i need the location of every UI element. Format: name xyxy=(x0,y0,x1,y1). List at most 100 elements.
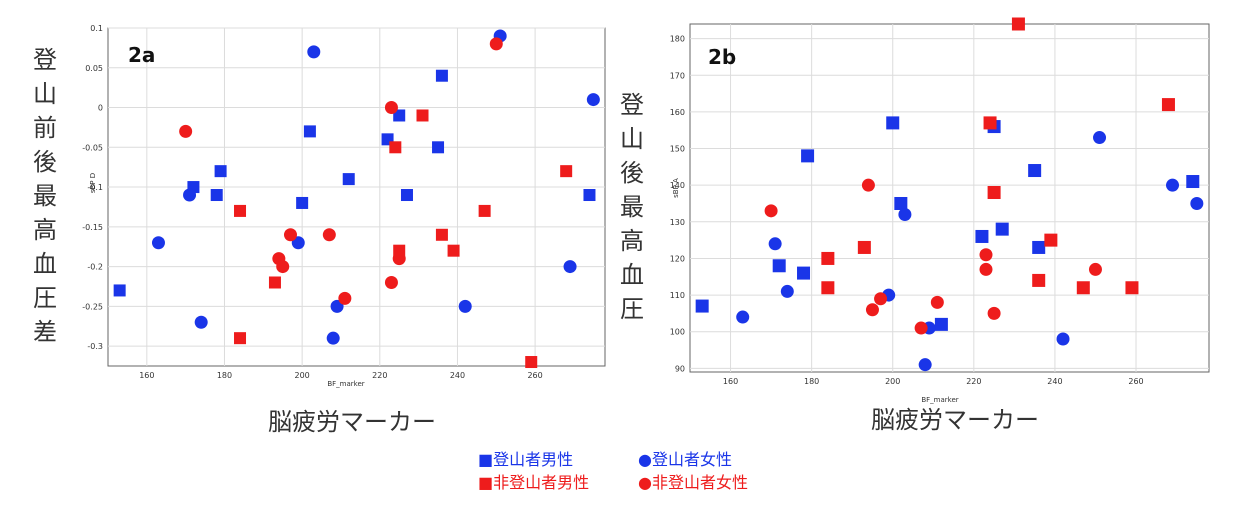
y-tick-label-2a-6: -0.2 xyxy=(87,263,103,272)
point-2a-s3-3 xyxy=(283,228,297,242)
ticks-2b: 160 180 200 220 240 260 180 170 160 150 140 130 120 1… xyxy=(670,35,1144,386)
point-2b-s3-5 xyxy=(930,295,944,309)
point-2b-s2-0 xyxy=(821,251,835,265)
legend-non-climber-female: ●非登山者女性 xyxy=(638,473,748,492)
big-ylabel-2a: 登山前後最高血圧差 xyxy=(33,46,57,346)
point-2b-s0-4 xyxy=(886,116,900,130)
grid-2b xyxy=(690,24,1209,372)
points-2b xyxy=(695,17,1204,372)
chart-2a: 160 180 200 220 240 260 0.1 0.05 0 -0.05 -0.1 -0.15… xyxy=(33,24,606,436)
point-2a-s2-5 xyxy=(416,109,429,122)
point-2b-s0-7 xyxy=(975,229,989,243)
y-tick-label-2a-0: 0.1 xyxy=(90,24,103,33)
panel-label-2b: 2b xyxy=(708,45,736,69)
point-2b-s1-9 xyxy=(1166,178,1180,192)
point-2a-s0-10 xyxy=(432,141,445,154)
big-ylabel-2b: 登山後最高血圧 xyxy=(620,91,644,323)
point-2b-s1-5 xyxy=(918,358,932,372)
point-2a-s1-9 xyxy=(563,260,577,274)
point-2b-s3-1 xyxy=(861,178,875,192)
point-2a-s0-8 xyxy=(393,109,406,122)
point-2a-s2-9 xyxy=(525,356,538,369)
x-tick-label-2b-4: 240 xyxy=(1047,377,1062,386)
point-2a-s3-7 xyxy=(384,275,398,289)
point-2a-s1-4 xyxy=(307,45,321,59)
point-2b-s2-1 xyxy=(821,281,835,295)
point-2a-s2-2 xyxy=(268,276,281,289)
big-xlabel-2a: 脳疲労マーカー xyxy=(268,408,436,436)
point-2b-s0-11 xyxy=(1032,240,1046,254)
small-ylabel-2a: sBP D xyxy=(89,173,97,193)
x-tick-label-2b-2: 200 xyxy=(885,377,900,386)
point-2b-s0-5 xyxy=(894,196,908,210)
point-2b-s0-2 xyxy=(797,266,811,280)
x-tick-label-2a-3: 220 xyxy=(372,371,387,380)
small-ylabel-2b: sBP A xyxy=(672,178,680,198)
point-2b-s1-2 xyxy=(780,284,794,298)
point-2a-s0-11 xyxy=(435,69,448,82)
point-2a-s2-1 xyxy=(234,332,247,345)
point-2a-s0-4 xyxy=(296,196,309,209)
point-2a-s1-3 xyxy=(291,236,305,250)
point-2a-s1-6 xyxy=(330,299,344,313)
y-tick-label-2b-2: 160 xyxy=(670,108,685,117)
x-tick-label-2a-1: 180 xyxy=(217,371,232,380)
point-2a-s2-0 xyxy=(234,204,247,217)
point-2b-s2-9 xyxy=(1125,281,1139,295)
point-2b-s2-6 xyxy=(1032,273,1046,287)
point-2a-s2-10 xyxy=(560,165,573,178)
x-tick-label-2a-2: 200 xyxy=(295,371,310,380)
point-2b-s2-2 xyxy=(857,240,871,254)
y-tick-label-2b-3: 150 xyxy=(670,145,685,154)
point-2b-s3-4 xyxy=(914,321,928,335)
y-tick-label-2b-9: 90 xyxy=(675,364,685,373)
x-tick-label-2b-0: 160 xyxy=(723,377,738,386)
point-2a-s2-8 xyxy=(478,204,491,217)
point-2a-s2-6 xyxy=(435,228,448,241)
point-2b-s1-1 xyxy=(768,237,782,251)
y-tick-label-2a-5: -0.15 xyxy=(82,223,103,232)
point-2b-s1-0 xyxy=(736,310,750,324)
legend-climber-female: ●登山者女性 xyxy=(638,450,732,469)
legend-non-climber-male: ■非登山者男性 xyxy=(478,473,589,492)
point-2a-s1-1 xyxy=(183,188,197,202)
chart-2b: 160 180 200 220 240 260 180 170 160 150 140 130 120 1… xyxy=(620,17,1210,434)
point-2a-s1-5 xyxy=(326,331,340,345)
point-2b-s0-0 xyxy=(695,299,709,313)
point-2a-s2-3 xyxy=(389,141,402,154)
y-tick-label-2a-3: -0.05 xyxy=(82,143,103,152)
point-2a-s3-2 xyxy=(276,260,290,274)
point-2b-s2-4 xyxy=(987,186,1001,200)
x-tick-label-2a-4: 240 xyxy=(450,371,465,380)
point-2b-s2-7 xyxy=(1044,233,1058,247)
point-2a-s3-9 xyxy=(489,37,503,51)
point-2b-s3-9 xyxy=(1088,262,1102,276)
y-tick-label-2b-4: 140 xyxy=(670,181,685,190)
plot-area-2a xyxy=(107,27,606,367)
point-2b-s1-10 xyxy=(1190,196,1204,210)
point-2a-s0-0 xyxy=(113,284,126,297)
point-2b-s1-7 xyxy=(1056,332,1070,346)
point-2b-s1-8 xyxy=(1093,131,1107,145)
ticks-2a: 160 180 200 220 240 260 0.1 0.05 0 -0.05 -0.1 -0.15… xyxy=(82,24,542,380)
point-2b-s0-6 xyxy=(934,317,948,331)
point-2b-s2-8 xyxy=(1076,281,1090,295)
point-2a-s1-10 xyxy=(586,93,600,107)
point-2a-s0-5 xyxy=(303,125,316,138)
x-tick-label-2b-3: 220 xyxy=(966,377,981,386)
point-2b-s0-3 xyxy=(801,149,815,163)
y-tick-label-2a-7: -0.25 xyxy=(82,302,103,311)
x-tick-label-2a-0: 160 xyxy=(139,371,154,380)
point-2b-s3-7 xyxy=(979,262,993,276)
y-tick-label-2b-5: 130 xyxy=(670,218,685,227)
point-2b-s2-5 xyxy=(1011,17,1025,31)
point-2a-s2-7 xyxy=(447,244,460,257)
point-2a-s1-7 xyxy=(458,299,472,313)
big-xlabel-2b: 脳疲労マーカー xyxy=(871,406,1039,434)
point-2a-s3-8 xyxy=(392,252,406,266)
point-2a-s0-6 xyxy=(342,173,355,186)
y-tick-label-2b-8: 100 xyxy=(670,328,685,337)
point-2a-s3-6 xyxy=(384,101,398,115)
point-2b-s0-9 xyxy=(995,222,1009,236)
point-2b-s3-0 xyxy=(764,204,778,218)
